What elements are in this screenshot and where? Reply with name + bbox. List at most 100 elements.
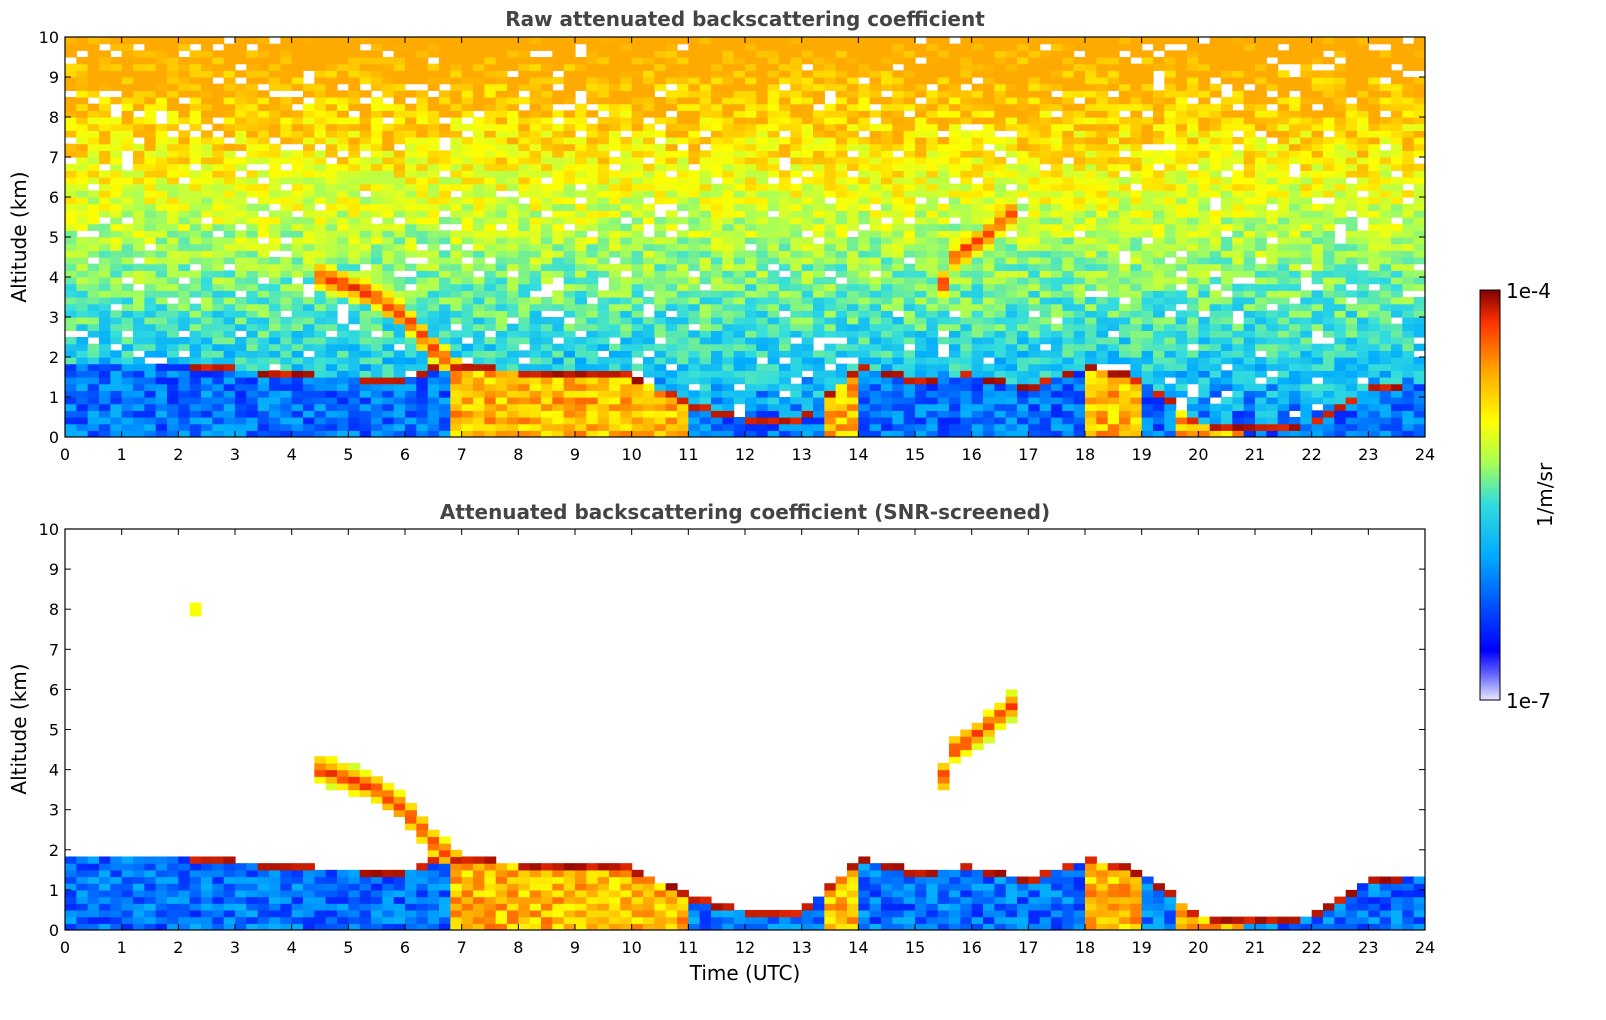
heatmap-cell <box>303 430 315 437</box>
heatmap-cell <box>1062 123 1075 131</box>
heatmap-cell <box>824 143 837 151</box>
heatmap-cell <box>427 343 440 351</box>
heatmap-cell <box>325 303 338 311</box>
heatmap-cell <box>87 430 100 437</box>
heatmap-cell <box>461 310 474 318</box>
heatmap-cell <box>824 323 837 331</box>
heatmap-cell <box>881 183 893 191</box>
heatmap-cell <box>280 130 293 138</box>
heatmap-cell <box>971 143 984 151</box>
heatmap-cell <box>541 317 553 325</box>
heatmap-cell <box>960 177 973 185</box>
heatmap-cell <box>133 357 145 365</box>
heatmap-cell <box>756 163 769 171</box>
heatmap-cell <box>155 303 168 311</box>
heatmap-cell <box>495 403 508 411</box>
heatmap-cell <box>405 70 417 78</box>
heatmap-cell <box>937 410 950 418</box>
heatmap-cell <box>348 430 361 437</box>
heatmap-cell <box>393 323 406 331</box>
heatmap-cell <box>189 83 202 91</box>
heatmap-cell <box>484 277 497 285</box>
heatmap-cell <box>801 57 814 65</box>
heatmap-cell <box>99 143 111 151</box>
heatmap-cell <box>405 157 417 165</box>
heatmap-cell <box>1039 70 1052 78</box>
heatmap-cell <box>756 170 769 178</box>
heatmap-cell <box>994 430 1007 437</box>
heatmap-cell <box>189 203 202 211</box>
heatmap-cell <box>915 163 927 171</box>
heatmap-cell <box>949 143 961 151</box>
heatmap-cell <box>65 37 77 45</box>
heatmap-cell <box>518 163 531 171</box>
heatmap-cell <box>348 410 361 418</box>
heatmap-cell <box>654 190 667 198</box>
heatmap-cell <box>1062 303 1075 311</box>
heatmap-cell <box>1039 277 1052 285</box>
heatmap-cell <box>87 83 100 91</box>
heatmap-cell <box>881 70 893 78</box>
heatmap-cell <box>76 97 89 105</box>
heatmap-cell <box>1039 97 1052 105</box>
heatmap-cell <box>303 197 315 205</box>
heatmap-cell <box>722 90 735 98</box>
heatmap-cell <box>915 297 927 305</box>
heatmap-cell <box>631 90 644 98</box>
heatmap-cell <box>654 110 667 118</box>
heatmap-cell <box>949 137 961 145</box>
heatmap-cell <box>1051 377 1063 385</box>
heatmap-cell <box>699 37 712 45</box>
heatmap-cell <box>620 377 633 385</box>
heatmap-cell <box>1062 243 1075 251</box>
heatmap-cell <box>450 123 463 131</box>
heatmap-cell <box>790 57 803 65</box>
heatmap-cell <box>563 257 576 265</box>
heatmap-cell <box>971 317 984 325</box>
heatmap-cell <box>87 37 100 45</box>
heatmap-cell <box>461 90 474 98</box>
heatmap-cell <box>994 410 1007 418</box>
heatmap-cell <box>994 177 1007 185</box>
heatmap-cell <box>144 343 157 351</box>
heatmap-cell <box>291 337 304 345</box>
heatmap-cell <box>722 323 735 331</box>
heatmap-cell <box>609 130 621 138</box>
heatmap-cell <box>858 390 871 398</box>
heatmap-cell <box>677 430 689 437</box>
heatmap-cell <box>507 357 519 365</box>
heatmap-cell <box>76 397 89 405</box>
heatmap-cell <box>869 57 882 65</box>
heatmap-cell <box>881 310 893 318</box>
heatmap-cell <box>665 317 678 325</box>
heatmap-cell <box>484 57 497 65</box>
heatmap-cell <box>167 190 179 198</box>
heatmap-cell <box>688 357 701 365</box>
heatmap-cell <box>699 350 712 358</box>
heatmap-cell <box>643 217 655 225</box>
heatmap-cell <box>733 377 746 385</box>
heatmap-cell <box>359 370 372 378</box>
heatmap-cell <box>257 257 270 265</box>
heatmap-cell <box>790 77 803 85</box>
heatmap-cell <box>869 410 882 418</box>
heatmap-cell <box>87 317 100 325</box>
heatmap-cell <box>881 397 893 405</box>
heatmap-cell <box>1062 323 1075 331</box>
heatmap-cell <box>767 350 780 358</box>
heatmap-cell <box>745 363 757 371</box>
heatmap-cell <box>76 390 89 398</box>
heatmap-cell <box>99 337 111 345</box>
heatmap-cell <box>813 163 825 171</box>
heatmap-cell <box>76 303 89 311</box>
heatmap-cell <box>609 50 621 58</box>
heatmap-cell <box>541 323 553 331</box>
heatmap-cell <box>155 43 168 51</box>
heatmap-cell <box>439 150 451 158</box>
heatmap-cell <box>1005 277 1018 285</box>
heatmap-cell <box>654 230 667 238</box>
heatmap-cell <box>337 223 349 231</box>
heatmap-cell <box>359 183 372 191</box>
heatmap-cell <box>654 350 667 358</box>
heatmap-cell <box>835 70 848 78</box>
